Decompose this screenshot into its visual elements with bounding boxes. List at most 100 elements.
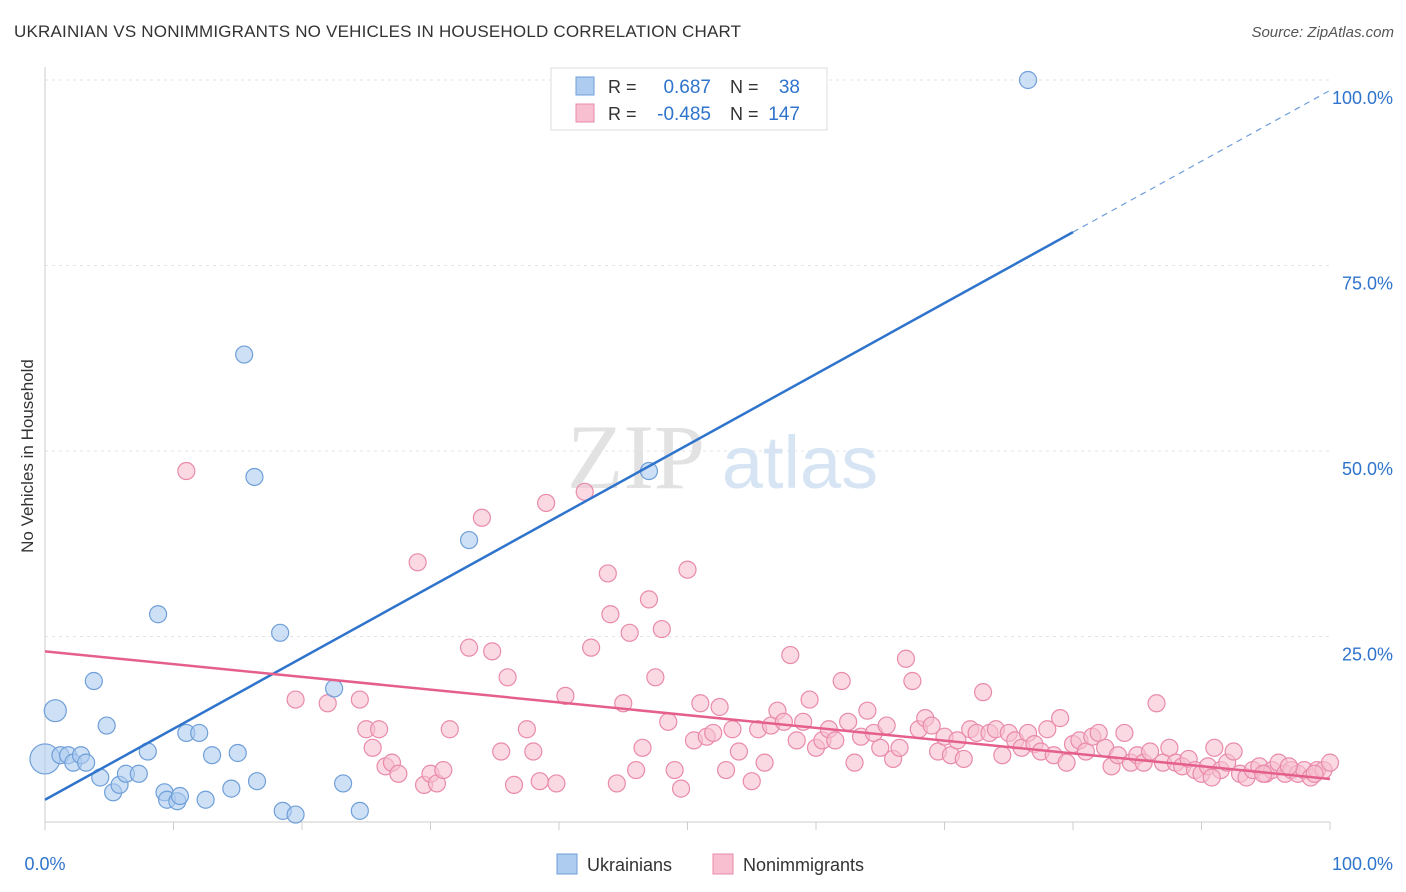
series-legend: Ukrainians Nonimmigrants [556, 853, 864, 875]
nonimmigrants-point [1147, 694, 1166, 713]
nonimmigrants-point [890, 738, 909, 757]
ukrainians-point [247, 772, 267, 791]
ukrainians-point [77, 753, 96, 772]
ukrainians-point [325, 679, 344, 698]
ukrainians-point [97, 716, 116, 735]
nonimmigrants-point [504, 775, 524, 795]
axes [44, 67, 1331, 830]
stats-n-value-2: 147 [768, 104, 800, 125]
nonimmigrants-point [1115, 723, 1134, 743]
nonimmigrants-point [646, 668, 665, 687]
ukrainians-point [222, 779, 241, 798]
nonimmigrants-point [492, 742, 511, 761]
nonimmigrants-point [440, 720, 459, 739]
ukrainians-point [202, 746, 222, 765]
nonimmigrants-point [755, 753, 774, 772]
series-ukrainians-points [29, 70, 1038, 824]
nonimmigrants-point [896, 649, 916, 668]
nonimmigrants-point [839, 712, 858, 731]
nonimmigrants-point [729, 742, 749, 761]
ukrainians-point [245, 467, 264, 487]
legend-swatch-ukrainians[interactable] [556, 853, 578, 875]
nonimmigrants-point [877, 716, 896, 735]
stats-swatch-nonimmigrants [575, 103, 595, 123]
ukrainians-point [170, 786, 190, 806]
nonimmigrants-point [408, 553, 427, 572]
ukrainians-point [235, 345, 254, 364]
stats-n-label-1: N = [730, 77, 759, 97]
nonimmigrants-point [800, 690, 819, 709]
nonimmigrants-point [472, 508, 491, 527]
x-tick-label-max: 100.0% [1332, 854, 1393, 874]
y-tick-label: 50.0% [1342, 459, 1393, 479]
y-tick-label: 75.0% [1342, 274, 1393, 294]
series-nonimmigrants-points [177, 461, 1340, 798]
nonimmigrants-point [434, 760, 453, 780]
nonimmigrants-point [691, 694, 710, 713]
nonimmigrants-point [286, 690, 305, 709]
ukrainians-point [228, 743, 247, 763]
legend-swatch-nonimmigrants[interactable] [712, 853, 734, 875]
stats-r-label-2: R = [608, 104, 637, 124]
ukrainians-point [271, 623, 290, 642]
nonimmigrants-point [633, 738, 652, 757]
nonimmigrants-point [845, 753, 864, 772]
nonimmigrants-point [781, 645, 800, 665]
nonimmigrants-point [652, 619, 671, 639]
nonimmigrants-point [524, 742, 543, 761]
x-tick-label-min: 0.0% [24, 854, 65, 874]
ukrainians-point [43, 699, 67, 723]
nonimmigrants-point [832, 671, 851, 691]
nonimmigrants-point [601, 605, 620, 624]
ukrainians-point [459, 530, 479, 550]
stats-n-label-2: N = [730, 104, 759, 124]
nonimmigrants-point [954, 749, 973, 769]
nonimmigrants-point [370, 720, 389, 739]
nonimmigrants-point [787, 731, 806, 750]
tick-labels: 100.0% 75.0% 50.0% 25.0% 0.0% 100.0% [24, 88, 1393, 874]
nonimmigrants-point [1051, 709, 1070, 728]
nonimmigrants-point [858, 701, 877, 720]
nonimmigrants-point [547, 774, 566, 793]
nonimmigrants-point [1305, 764, 1324, 783]
legend-label-ukrainians: Ukrainians [587, 855, 672, 875]
y-tick-label: 25.0% [1342, 645, 1393, 665]
ukrainians-point [1018, 70, 1038, 90]
ukrainians-trend-line [44, 231, 1074, 801]
ukrainians-point [350, 801, 369, 820]
nonimmigrants-point [498, 668, 517, 687]
nonimmigrants-point [716, 760, 736, 780]
watermark-atlas: atlas [722, 421, 878, 504]
nonimmigrants-trend-line [44, 650, 1331, 781]
nonimmigrants-point [459, 638, 479, 657]
stats-n-value-1: 38 [779, 77, 800, 98]
nonimmigrants-point [537, 493, 556, 513]
nonimmigrants-point [1320, 753, 1340, 772]
nonimmigrants-point [659, 712, 678, 731]
nonimmigrants-point [607, 774, 626, 793]
nonimmigrants-point [774, 712, 793, 731]
y-tick-label: 100.0% [1332, 88, 1393, 108]
ukrainians-point [190, 723, 209, 743]
nonimmigrants-point [350, 690, 369, 709]
nonimmigrants-point [903, 671, 922, 691]
nonimmigrants-point [826, 731, 845, 750]
stats-legend-frame [550, 67, 828, 131]
stats-r-value-1: 0.687 [663, 77, 711, 98]
nonimmigrants-point [973, 683, 993, 702]
nonimmigrants-point [704, 723, 723, 743]
ukrainians-trend-extension [1072, 89, 1331, 233]
ukrainians-point [196, 790, 215, 809]
chart-title: UKRAINIAN VS NONIMMIGRANTS NO VEHICLES I… [14, 22, 742, 41]
nonimmigrants-point [678, 560, 697, 579]
nonimmigrants-point [517, 720, 536, 739]
stats-r-value-2: -0.485 [657, 104, 711, 125]
nonimmigrants-point [582, 638, 601, 657]
ukrainians-point [286, 805, 305, 824]
nonimmigrants-point [620, 623, 639, 642]
ukrainians-point [129, 764, 148, 783]
stats-legend: R = 0.687 N = 38 R = -0.485 N = 147 [550, 67, 828, 131]
nonimmigrants-point [363, 738, 382, 757]
nonimmigrants-point [1279, 757, 1298, 776]
